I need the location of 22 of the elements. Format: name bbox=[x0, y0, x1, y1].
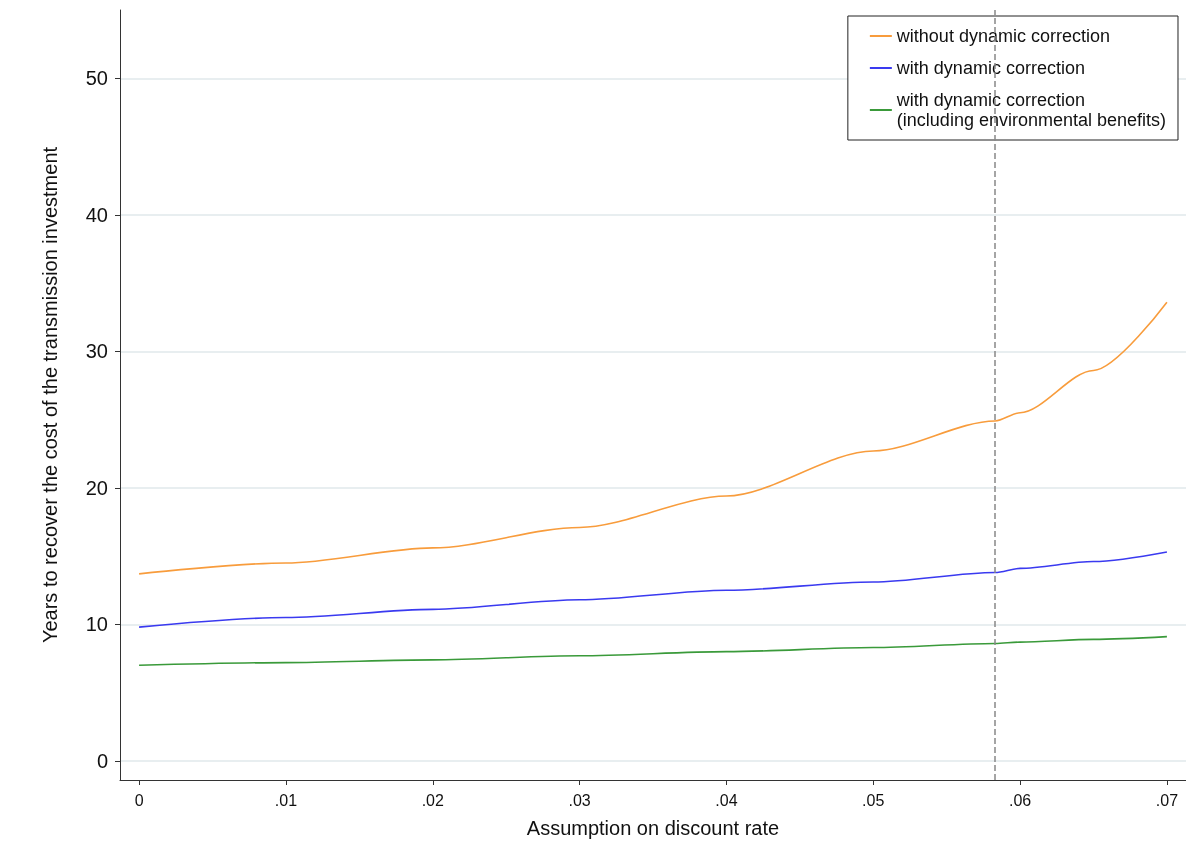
legend-label: with dynamic correction bbox=[895, 58, 1085, 78]
x-tick-label: 0 bbox=[134, 791, 144, 809]
x-tick-label: .01 bbox=[274, 791, 298, 809]
legend-label: with dynamic correction (including environmental benefits) bbox=[895, 90, 1167, 130]
legend-label: without dynamic correction bbox=[895, 26, 1110, 46]
line-series bbox=[138, 551, 1168, 628]
x-tick-label: .05 bbox=[862, 791, 885, 809]
y-tick-label: 10 bbox=[85, 613, 108, 636]
x-tick-label: .06 bbox=[1008, 791, 1032, 809]
line-series bbox=[138, 301, 1168, 575]
line-series bbox=[138, 635, 1168, 667]
x-tick-label: .02 bbox=[421, 791, 444, 809]
y-tick-label: 20 bbox=[85, 476, 108, 499]
y-tick-label: 30 bbox=[85, 340, 108, 363]
x-axis-title: Assumption on discount rate bbox=[526, 817, 780, 839]
y-tick-label: 0 bbox=[96, 749, 108, 772]
x-tick-label: .03 bbox=[568, 791, 591, 809]
y-tick-label: 40 bbox=[85, 203, 108, 226]
y-axis-title: Years to recover the cost of the transmission investment bbox=[39, 146, 61, 644]
y-tick-label: 50 bbox=[85, 67, 108, 90]
x-tick-label: .07 bbox=[1155, 791, 1179, 809]
x-tick-label: .04 bbox=[715, 791, 738, 809]
